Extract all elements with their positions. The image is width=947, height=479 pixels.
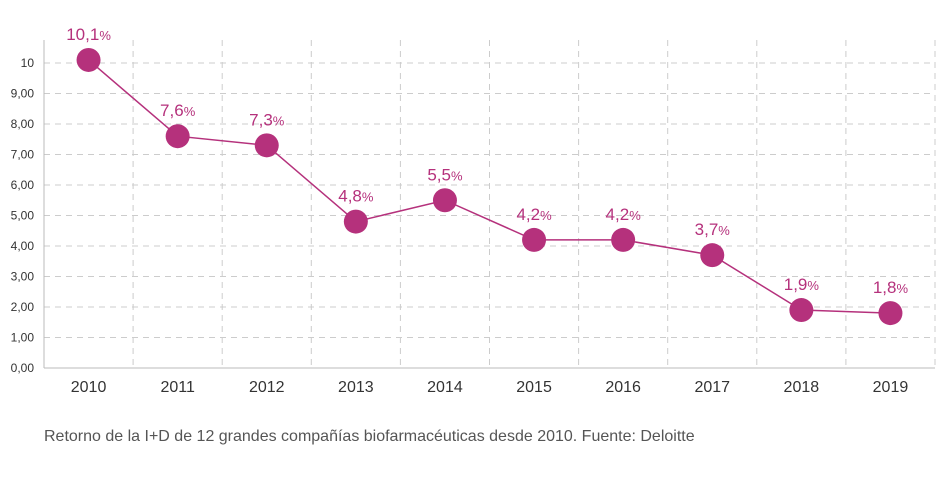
- data-label: 4,2%: [606, 205, 642, 224]
- x-tick-label: 2010: [71, 379, 107, 396]
- data-label: 5,5%: [427, 165, 463, 184]
- data-label: 4,8%: [338, 187, 374, 206]
- data-point: [343, 209, 368, 234]
- series-path: [88, 59, 891, 314]
- x-tick-label: 2012: [249, 379, 285, 396]
- data-points: [76, 47, 903, 326]
- x-axis-ticks: 2010 2011 2012 2013 2014 2015 2016 2017 2018 2019: [71, 379, 909, 396]
- data-point: [432, 188, 457, 213]
- data-point: [76, 47, 101, 72]
- y-tick-label: 4,00: [11, 239, 35, 253]
- y-tick-label: 5,00: [11, 209, 35, 223]
- data-point: [522, 227, 547, 252]
- y-tick-label: 7,00: [11, 148, 35, 162]
- grid-lines: [44, 40, 936, 368]
- y-tick-label: 1,00: [11, 331, 35, 345]
- data-label: 7,6%: [160, 101, 196, 120]
- x-tick-label: 2015: [516, 379, 552, 396]
- y-tick-label: 0,00: [11, 361, 35, 375]
- axes: [43, 40, 935, 369]
- data-point: [878, 301, 903, 326]
- x-tick-label: 2019: [873, 379, 909, 396]
- x-tick-label: 2018: [784, 379, 820, 396]
- y-axis-ticks: 0,00 1,00 2,00 3,00 4,00 5,00 6,00 7,00 8,00 9,00…: [11, 56, 35, 375]
- x-tick-label: 2011: [160, 379, 195, 396]
- x-tick-label: 2017: [694, 379, 730, 396]
- y-tick-label: 8,00: [11, 117, 35, 131]
- y-tick-label: 2,00: [11, 300, 35, 314]
- data-point: [254, 133, 279, 158]
- data-point: [165, 124, 190, 149]
- data-label: 1,8%: [873, 278, 909, 297]
- chart-caption: Retorno de la I+D de 12 grandes compañía…: [44, 428, 695, 445]
- y-tick-label: 10: [21, 56, 35, 70]
- x-tick-label: 2016: [605, 379, 641, 396]
- data-point: [789, 298, 814, 323]
- data-label: 7,3%: [249, 110, 285, 129]
- y-tick-label: 9,00: [11, 87, 35, 101]
- y-tick-label: 3,00: [11, 270, 35, 284]
- data-label: 1,9%: [784, 275, 820, 294]
- x-tick-label: 2014: [427, 379, 463, 396]
- series-line: [88, 59, 891, 314]
- y-tick-label: 6,00: [11, 178, 35, 192]
- data-point: [611, 227, 636, 252]
- line-chart: 0,00 1,00 2,00 3,00 4,00 5,00 6,00 7,00 8,00 9,00…: [11, 25, 936, 396]
- data-label: 4,2%: [516, 205, 552, 224]
- x-tick-label: 2013: [338, 379, 374, 396]
- data-point: [700, 243, 725, 268]
- data-label: 10,1%: [66, 25, 111, 44]
- data-label: 3,7%: [695, 220, 731, 239]
- data-labels: 10,1% 7,6% 7,3% 4,8% 5,5% 4,2% 4,2% 3,7% 1,9% 1,8…: [66, 25, 908, 297]
